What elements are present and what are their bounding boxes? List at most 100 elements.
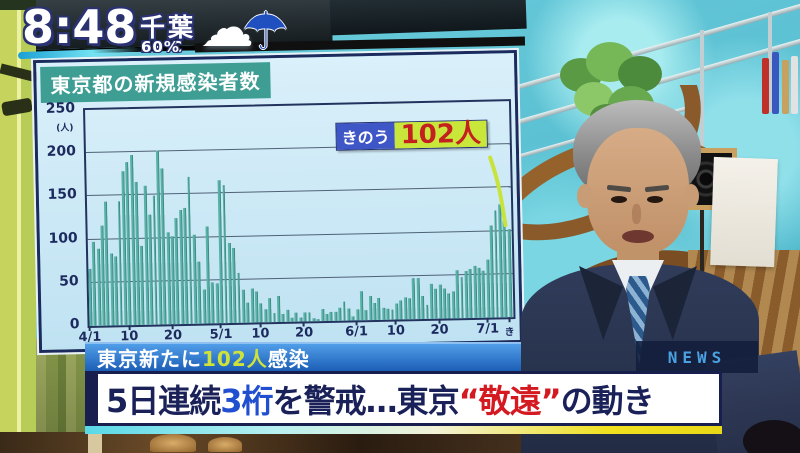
- bar: [320, 308, 325, 322]
- sub-headline-suffix: 感染: [267, 346, 310, 371]
- bar: [464, 271, 469, 319]
- main-headline-banner: 5日連続 3桁 を警戒…東京 “敬遠” の動き: [85, 371, 722, 426]
- bar: [215, 283, 220, 324]
- bar: [373, 302, 377, 321]
- bar: [259, 303, 263, 323]
- bar: [451, 291, 456, 319]
- bar: [250, 288, 255, 323]
- bar: [281, 314, 285, 322]
- bar: [395, 303, 399, 320]
- news-badge: NEWS: [636, 341, 758, 373]
- headline-part3: を警戒…東京: [272, 381, 460, 420]
- cloud-icon: ☁: [200, 0, 254, 59]
- yesterday-count-badge: きのう 102人: [335, 119, 489, 151]
- bar: [211, 282, 215, 324]
- bar: [382, 307, 386, 320]
- clock-time: 8:48: [22, 0, 137, 54]
- x-tick-label: 20: [430, 322, 449, 338]
- y-tick-label: 200: [46, 143, 77, 161]
- x-tick-label: 6/1: [344, 324, 369, 340]
- chart-gridlines: [85, 101, 513, 283]
- x-tick-label: 20: [294, 325, 314, 341]
- bar: [421, 295, 425, 320]
- bar: [268, 297, 272, 323]
- x-tick-label: 5/1: [209, 326, 233, 343]
- bar: [455, 270, 460, 319]
- bar: [197, 261, 202, 324]
- bar: [438, 284, 443, 319]
- bar: [342, 301, 346, 321]
- bar: [390, 309, 394, 320]
- bar: [368, 295, 373, 321]
- bar: [429, 283, 434, 319]
- x-tick-label: 10: [386, 323, 406, 339]
- bar: [205, 226, 211, 324]
- bar: [364, 309, 368, 321]
- headline-underline-strip: [85, 426, 722, 434]
- bar: [307, 311, 311, 322]
- bar: [334, 311, 338, 321]
- umbrella-icon: ☂: [242, 2, 289, 62]
- bar: [412, 278, 416, 320]
- y-tick-label: 250: [45, 100, 76, 117]
- speaker-stand: [700, 205, 704, 330]
- bar: [294, 312, 298, 322]
- y-tick-label: 150: [47, 186, 77, 204]
- bar: [88, 268, 93, 326]
- x-tick-label: 7/1: [476, 321, 500, 337]
- y-axis-unit: (人): [56, 123, 74, 134]
- weather-humidity: 60%: [141, 38, 180, 56]
- bar: [377, 297, 381, 320]
- chart-bars: [85, 101, 512, 326]
- bar: [355, 309, 360, 321]
- y-tick-label: 50: [58, 272, 79, 290]
- studio-bottles: [762, 52, 800, 118]
- headline-part5: の動き: [560, 381, 655, 420]
- y-tick-label: 100: [48, 229, 78, 247]
- bar: [246, 302, 250, 323]
- bar: [403, 297, 408, 320]
- bar: [416, 277, 421, 320]
- bar: [408, 298, 412, 320]
- bar: [486, 259, 491, 318]
- headline-part4: “敬遠”: [458, 381, 562, 420]
- infection-chart-panel: 東京都の新規感染者数 (人) 0 50 100 150 200 250 4/1 10 20 5/…: [30, 47, 526, 368]
- sub-headline-prefix: 東京新たに: [97, 346, 202, 371]
- railing-post: [768, 12, 772, 112]
- weather-temperature: 29℃: [141, 38, 184, 56]
- x-tick-label: 10: [251, 326, 270, 342]
- headline-part1: 5日連続: [106, 381, 221, 420]
- bar: [447, 293, 451, 319]
- bar: [347, 308, 351, 321]
- bar: [276, 296, 281, 323]
- bar: [241, 289, 246, 323]
- wood-pillar: [88, 433, 102, 453]
- bar: [202, 289, 207, 324]
- bar: [468, 268, 473, 319]
- bar: [338, 307, 342, 321]
- sub-headline-banner: 東京新たに 102人 感染: [85, 342, 557, 372]
- chart-title: 東京都の新規感染者数: [40, 62, 271, 103]
- studio-monitor-right: [329, 0, 527, 36]
- chart-y-axis: (人) 0 50 100 150 200 250: [37, 100, 84, 332]
- bar: [237, 272, 242, 323]
- basket: [208, 437, 242, 452]
- bar: [272, 313, 276, 323]
- bar: [329, 312, 333, 321]
- bar: [481, 271, 486, 318]
- sub-headline-count: 102人: [202, 346, 268, 371]
- bar: [434, 288, 438, 319]
- bar: [104, 202, 110, 326]
- headline-part2: 3桁: [220, 381, 273, 420]
- bar: [303, 311, 307, 322]
- bar: [254, 291, 259, 323]
- railing-post: [700, 30, 704, 150]
- bar: [425, 305, 429, 319]
- badge-value: 102人: [394, 119, 488, 150]
- bar: [399, 300, 403, 320]
- bar: [264, 309, 268, 323]
- basket: [150, 434, 196, 452]
- bar: [477, 267, 482, 318]
- bar: [386, 308, 390, 320]
